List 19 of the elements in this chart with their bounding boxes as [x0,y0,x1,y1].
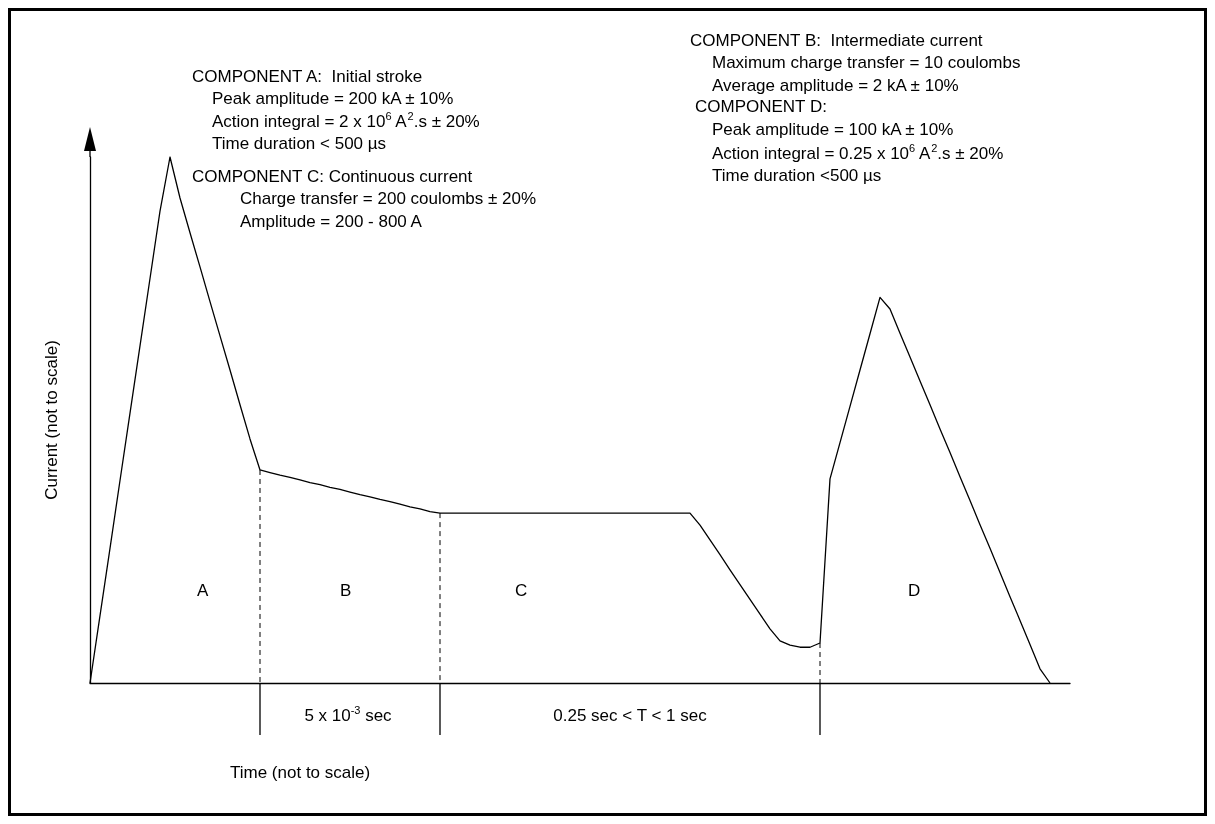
text: COMPONENT B: Intermediate current [690,30,983,50]
y-axis-title: Current (not to scale) [42,340,61,500]
annotation: Time duration <500 µs [712,165,882,185]
text: Maximum charge transfer = 10 coulombs [712,52,1021,72]
annotation: A [197,580,209,600]
text: 0.25 sec < T < 1 sec [553,705,708,725]
annotation: Charge transfer = 200 coulombs ± 20% [240,188,537,208]
annotation: Amplitude = 200 - 800 A [240,211,423,231]
annotation: C [515,580,528,600]
text: Peak amplitude = 100 kA ± 10% [712,119,954,139]
x-axis-title: Time (not to scale) [230,762,371,782]
text: Time duration < 500 µs [212,133,387,153]
annotation: COMPONENT C: Continuous current [192,166,473,186]
annotation: B [340,580,352,600]
text: Peak amplitude = 200 kA ± 10% [212,88,454,108]
annotation: D [908,580,921,600]
text: COMPONENT A: Initial stroke [192,66,423,86]
text: COMPONENT D: [695,96,827,116]
text: Average amplitude = 2 kA ± 10% [712,75,959,95]
